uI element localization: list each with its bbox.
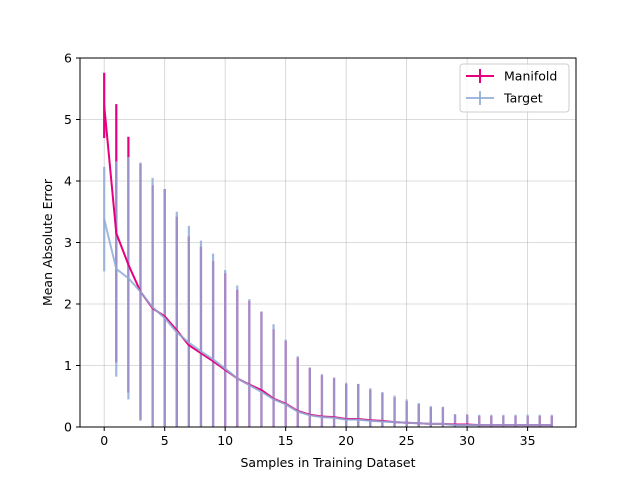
y-tick-label: 3	[64, 235, 72, 250]
y-tick-label: 4	[64, 174, 72, 189]
series-line-target	[103, 218, 552, 427]
y-axis-label: Mean Absolute Error	[40, 178, 55, 306]
y-tick-label: 1	[64, 358, 72, 373]
y-tick-label: 0	[64, 420, 72, 435]
legend-target-label: Target	[503, 91, 543, 106]
series-lines	[103, 105, 552, 427]
y-tick-label: 5	[64, 112, 72, 127]
x-tick-label: 30	[459, 433, 475, 448]
x-tick-label: 15	[278, 433, 294, 448]
error-bars	[103, 72, 553, 427]
x-tick-label: 5	[161, 433, 169, 448]
legend: Manifold Target	[459, 63, 570, 113]
x-axis-ticks: 0 5 10 15 20 25 30 35	[100, 427, 536, 448]
x-tick-label: 0	[100, 433, 108, 448]
y-axis-ticks: 0 1 2 3 4 5 6	[64, 51, 80, 435]
x-tick-label: 10	[217, 433, 233, 448]
x-tick-label: 20	[338, 433, 354, 448]
y-tick-label: 2	[64, 297, 72, 312]
x-axis-label: Samples in Training Dataset	[241, 455, 416, 470]
x-tick-label: 35	[520, 433, 536, 448]
x-tick-label: 25	[399, 433, 415, 448]
legend-manifold-label: Manifold	[504, 69, 557, 84]
y-tick-label: 6	[64, 51, 72, 66]
